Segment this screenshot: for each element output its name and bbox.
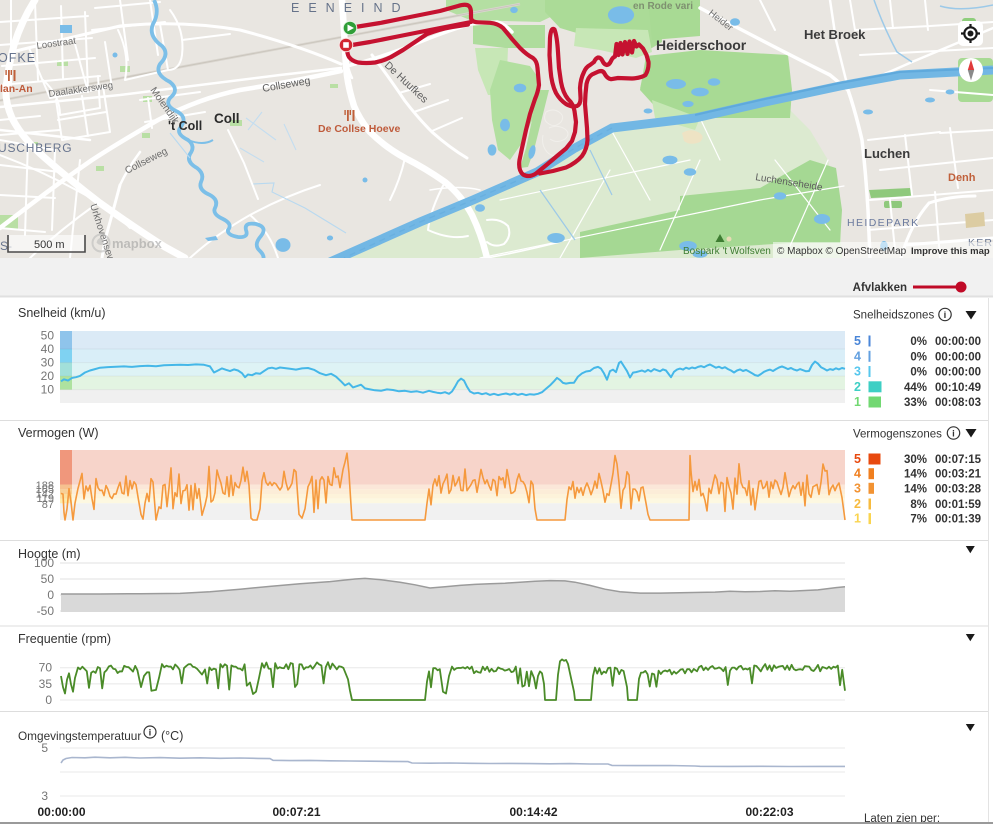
svg-text:00:03:28: 00:03:28 [935,483,982,495]
svg-text:Afvlakken: Afvlakken [853,282,907,294]
svg-text:50: 50 [41,572,55,586]
svg-text:10: 10 [41,383,55,397]
svg-text:i: i [952,429,955,440]
svg-text:119: 119 [36,493,54,505]
svg-text:(°C): (°C) [161,729,183,743]
svg-text:Heiderschoor: Heiderschoor [656,37,747,53]
svg-text:30: 30 [41,356,55,370]
svg-text:Coll: Coll [214,111,240,126]
svg-text:en Rode vari: en Rode vari [633,1,693,12]
svg-text:500 m: 500 m [34,239,65,251]
svg-text:00:10:49: 00:10:49 [935,382,981,394]
svg-text:Frequentie (rpm): Frequentie (rpm) [18,632,111,646]
svg-text:5: 5 [854,452,861,466]
svg-text:87: 87 [42,499,54,511]
svg-text:'t Coll: 't Coll [168,119,202,133]
svg-text:44%: 44% [904,382,927,394]
svg-text:0%: 0% [910,351,927,363]
svg-text:8%: 8% [910,499,927,511]
svg-text:Vermogen (W): Vermogen (W) [18,426,99,440]
svg-text:70: 70 [39,661,53,675]
svg-text:00:22:03: 00:22:03 [745,805,793,819]
svg-text:00:03:21: 00:03:21 [935,469,982,481]
svg-text:00:01:39: 00:01:39 [935,514,981,526]
svg-text:Bospark 't Wolfsven: Bospark 't Wolfsven [683,246,771,257]
svg-text:00:00:00: 00:00:00 [935,367,981,379]
svg-text:142: 142 [36,489,54,501]
svg-text:0%: 0% [910,336,927,348]
svg-text:Vermogenszones: Vermogenszones [853,429,942,441]
svg-text:1: 1 [854,395,861,409]
svg-text:7%: 7% [910,514,927,526]
svg-text:4: 4 [854,467,861,481]
svg-text:© Mapbox © OpenStreetMap: © Mapbox © OpenStreetMap [777,246,907,257]
svg-text:00:00:00: 00:00:00 [37,805,85,819]
svg-text:14%: 14% [904,483,927,495]
svg-text:00:00:00: 00:00:00 [935,351,981,363]
svg-text:i: i [149,728,152,739]
svg-text:Snelheidszones: Snelheidszones [853,310,934,322]
svg-text:Omgevingstemperatuur: Omgevingstemperatuur [18,729,141,743]
svg-text:EENEIND: EENEIND [291,1,410,15]
svg-text:20: 20 [41,369,55,383]
svg-text:00:00:00: 00:00:00 [935,336,981,348]
svg-text:Het Broek: Het Broek [804,27,866,42]
svg-text:2: 2 [854,380,861,394]
svg-text:40: 40 [41,342,55,356]
svg-text:HEIDEPARK: HEIDEPARK [847,217,920,229]
svg-text:00:14:42: 00:14:42 [509,805,557,819]
svg-text:OFKE: OFKE [0,51,36,65]
svg-text:5: 5 [41,741,48,755]
svg-text:5: 5 [854,334,861,348]
svg-text:Denh: Denh [948,172,976,184]
svg-text:0%: 0% [910,367,927,379]
svg-text:00:01:59: 00:01:59 [935,499,981,511]
svg-text:-50: -50 [37,604,55,618]
svg-text:mapbox: mapbox [112,236,163,251]
svg-text:De Collse Hoeve: De Collse Hoeve [318,123,400,135]
svg-text:Hoogte (m): Hoogte (m) [18,547,81,561]
svg-text:1: 1 [854,512,861,526]
svg-text:00:07:21: 00:07:21 [272,805,320,819]
svg-text:3: 3 [854,481,861,495]
svg-text:2: 2 [854,497,861,511]
svg-text:50: 50 [41,328,55,342]
svg-text:Improve this map: Improve this map [911,246,990,257]
svg-text:3: 3 [854,365,861,379]
svg-text:0: 0 [45,693,52,707]
svg-text:Luchen: Luchen [864,146,910,161]
svg-text:165: 165 [36,484,54,496]
svg-text:00:08:03: 00:08:03 [935,397,981,409]
svg-text:3: 3 [41,789,48,803]
svg-text:35: 35 [39,677,53,691]
svg-text:lan-An: lan-An [0,83,33,95]
svg-text:USCHBERG: USCHBERG [0,141,72,155]
svg-text:00:07:15: 00:07:15 [935,454,982,466]
svg-text:188: 188 [36,480,54,492]
svg-text:0: 0 [47,588,54,602]
svg-text:33%: 33% [904,397,927,409]
svg-text:100: 100 [34,556,54,570]
svg-text:14%: 14% [904,469,927,481]
svg-text:Laten zien per:: Laten zien per: [864,813,940,824]
svg-text:Snelheid (km/u): Snelheid (km/u) [18,306,106,320]
svg-text:4: 4 [854,349,861,363]
svg-text:i: i [944,310,947,321]
svg-text:30%: 30% [904,454,927,466]
